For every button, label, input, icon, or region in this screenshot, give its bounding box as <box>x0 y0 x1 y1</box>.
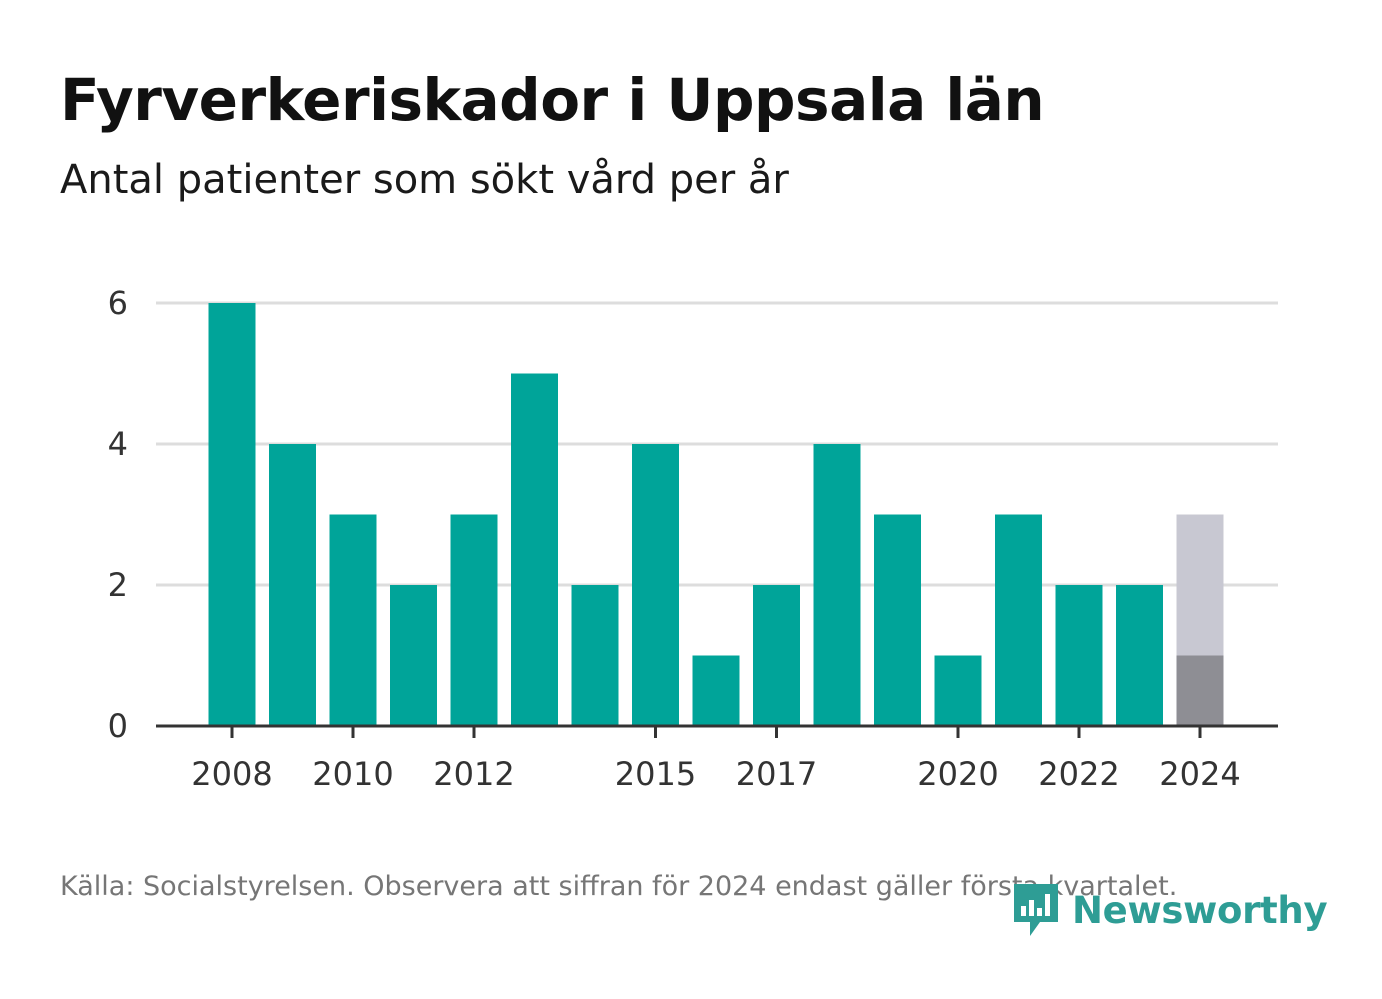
x-tick-label-2024: 2024 <box>1159 755 1240 793</box>
bar-2018 <box>813 444 861 726</box>
bar-2017 <box>753 585 800 726</box>
bar-2015 <box>632 444 679 726</box>
bar-chart: 0 2 4 6 2008 2010 2012 2015 2017 2020 2022 2024 <box>108 284 1278 793</box>
gridlines <box>156 301 1278 587</box>
x-tick-label-2015: 2015 <box>615 755 696 793</box>
bar-2008 <box>208 303 256 726</box>
y-tick-label-0: 0 <box>108 707 128 745</box>
x-axis-labels: 2008 2010 2012 2015 2017 2020 2022 2024 <box>191 755 1240 793</box>
bar-2022 <box>1055 585 1103 726</box>
bar-2020 <box>934 655 982 726</box>
bar-2024-q1 <box>1176 655 1224 726</box>
y-tick-label-2: 2 <box>108 566 128 604</box>
x-tick-label-2022: 2022 <box>1038 755 1119 793</box>
bar-2010 <box>329 514 377 726</box>
x-tick-label-2020: 2020 <box>917 755 998 793</box>
bar-2011 <box>390 585 437 726</box>
chart-subtitle: Antal patienter som sökt vård per år <box>60 157 789 203</box>
bar-2016 <box>692 655 740 726</box>
bars <box>208 303 1224 726</box>
x-tick-label-2012: 2012 <box>433 755 514 793</box>
x-axis <box>156 724 1278 738</box>
bar-2021 <box>995 514 1042 726</box>
x-tick-label-2017: 2017 <box>736 755 817 793</box>
x-tick-label-2008: 2008 <box>191 755 272 793</box>
bar-2019 <box>874 514 921 726</box>
y-tick-label-4: 4 <box>108 425 128 463</box>
y-tick-label-6: 6 <box>108 284 128 322</box>
x-tick-label-2010: 2010 <box>312 755 393 793</box>
chart-title: Fyrverkeriskador i Uppsala län <box>60 66 1045 134</box>
bar-2012 <box>450 514 498 726</box>
bar-2009 <box>269 444 316 726</box>
bar-2013 <box>511 373 558 726</box>
source-note: Källa: Socialstyrelsen. Observera att si… <box>60 871 1178 902</box>
bar-2023 <box>1116 585 1163 726</box>
newsworthy-logo: Newsworthy <box>1010 880 1328 940</box>
y-axis-labels: 0 2 4 6 <box>108 284 128 745</box>
newsworthy-logo-icon <box>1014 884 1058 936</box>
logo-text: Newsworthy <box>1072 888 1328 932</box>
bar-2014 <box>571 585 619 726</box>
